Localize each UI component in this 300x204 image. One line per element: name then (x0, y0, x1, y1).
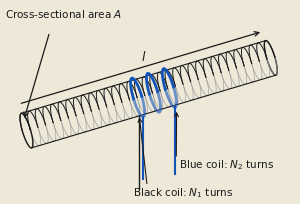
Text: Blue coil: $N_2$ turns: Blue coil: $N_2$ turns (179, 157, 274, 171)
Text: Black coil: $N_1$ turns: Black coil: $N_1$ turns (133, 185, 233, 199)
Text: $l$: $l$ (141, 49, 146, 63)
Text: Cross-sectional area $A$: Cross-sectional area $A$ (4, 8, 122, 20)
